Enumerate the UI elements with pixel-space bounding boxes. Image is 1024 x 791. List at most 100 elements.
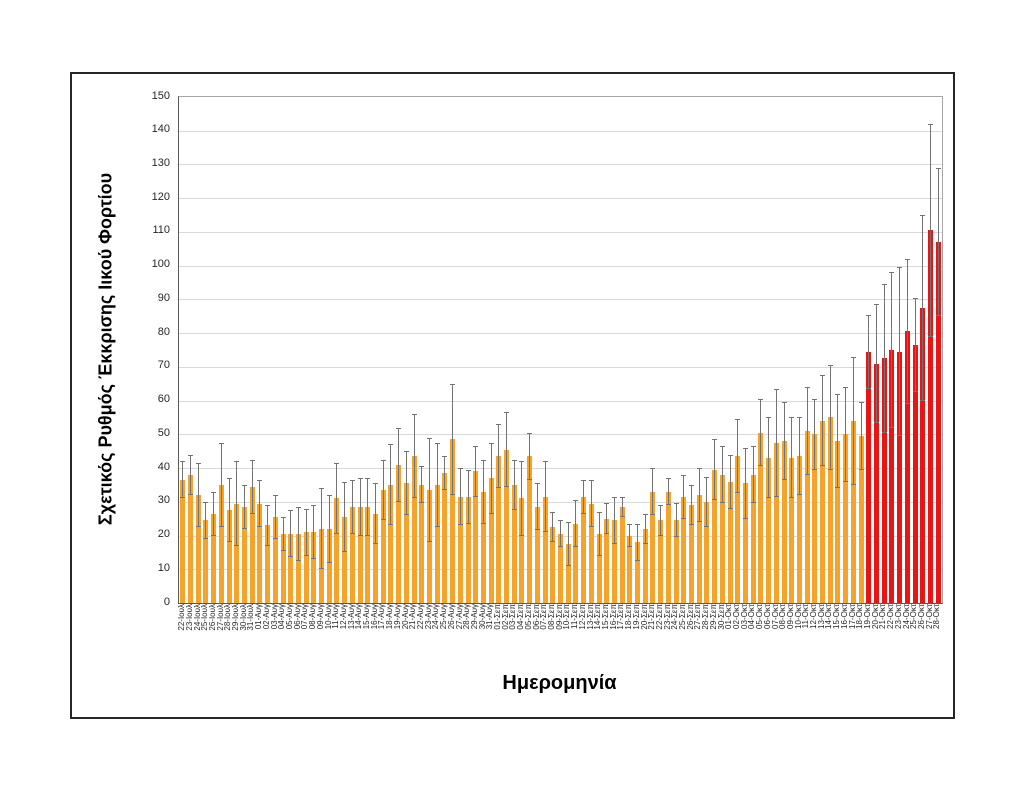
error-bar-cap [396,500,402,502]
error-bar-cap [581,479,587,481]
error-bar-cap [850,356,856,358]
error-bar-cap [742,517,748,519]
error-bar-cap [411,497,417,499]
bar [750,474,756,603]
bar [820,420,826,603]
error-bar [398,427,400,502]
error-bar [575,500,577,548]
error-bar-cap [689,524,695,526]
error-bar-cap [881,284,887,286]
error-bar [721,446,723,504]
error-bar-cap [550,541,556,543]
error-bar-cap [604,503,610,505]
gridline [179,130,942,132]
error-bar-cap [658,505,664,507]
error-bar-cap [473,495,479,497]
bar [927,230,933,603]
error-bar-cap [450,383,456,385]
error-bar-cap [727,507,733,509]
bar [619,506,625,603]
y-axis-title: Σχετικός Ρυθμός Έκκρισης Ιικού Φορτίου [95,172,116,526]
error-bar-cap [450,494,456,496]
error-bar [197,463,199,528]
error-bar-cap [488,512,494,514]
bar [211,513,217,603]
error-bar-cap [673,536,679,538]
error-bar-cap [349,479,355,481]
error-bar-cap [850,483,856,485]
error-bar-cap [203,501,209,503]
error-bar-cap [542,461,548,463]
error-bar [860,402,862,470]
error-bar [390,444,392,526]
bar [812,434,818,603]
bar [665,491,671,603]
error-bar [359,478,361,536]
bar [280,533,286,603]
bar [558,533,563,603]
bar [342,516,348,603]
error-bar-cap [342,481,348,483]
error-bar-cap [426,541,432,543]
bar [242,506,247,603]
error-bar-cap [920,215,926,217]
error-bar-cap [519,534,525,536]
error-bar-cap [288,556,294,558]
bar [519,498,525,603]
error-bar [344,481,346,553]
bar [396,464,402,603]
bar [696,495,702,603]
error-bar [814,398,816,470]
bar [781,441,787,603]
error-bar-cap [365,478,371,480]
error-bar-cap [511,509,517,511]
error-bar-cap [689,484,695,486]
error-bar-cap [889,272,895,274]
bar [727,481,733,603]
error-bar-cap [712,439,718,441]
gridline [179,164,942,166]
bar [357,506,363,603]
error-bar-cap [866,314,872,316]
error-bar [375,483,377,544]
error-bar-cap [265,544,271,546]
error-bar-cap [904,402,910,404]
plot-area [178,96,943,604]
error-bar [598,511,600,556]
error-bar-cap [218,526,224,528]
bar [773,442,779,603]
error-bar [297,506,299,561]
error-bar-cap [843,387,849,389]
error-bar-cap [820,465,826,467]
error-bar [251,459,253,514]
error-bar-cap [627,546,633,548]
error-bar-cap [558,520,563,522]
error-bar-cap [827,468,833,470]
error-bar-cap [195,526,201,528]
error-bar-cap [203,537,209,539]
bar [604,518,610,603]
error-bar-cap [211,534,217,536]
error-bar [228,478,230,543]
error-bar [706,476,708,528]
error-bar [883,284,885,433]
y-tick-label: 30 [157,494,170,507]
error-bar [891,272,893,428]
error-bar-cap [496,487,502,489]
bar [426,490,432,603]
bar [457,496,463,603]
error-bar [552,511,554,543]
bar [704,501,710,603]
error-bar [244,484,245,529]
error-bar [459,468,461,526]
error-bar-cap [735,419,741,421]
bar [835,441,841,603]
error-bar-cap [311,558,317,560]
error-bar-cap [858,468,864,470]
error-bar [868,314,870,389]
error-bar [498,424,500,489]
error-bar-cap [511,459,517,461]
bar [858,436,864,603]
error-bar-cap [311,505,317,507]
